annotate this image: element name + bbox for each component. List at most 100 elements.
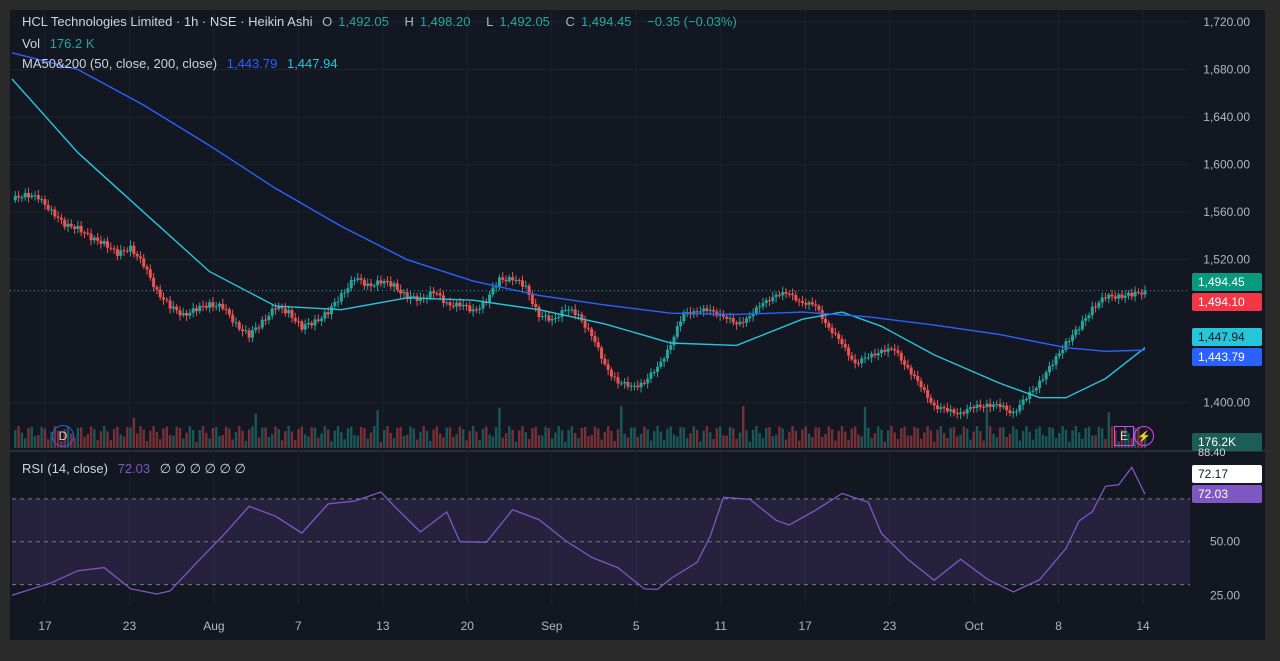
last-price-badge: 1,494.45 (1192, 273, 1262, 291)
volume-bar (1018, 440, 1022, 448)
candle-body (695, 311, 699, 313)
volume-bar (83, 436, 86, 448)
price-axis[interactable]: 1,720.00 1,680.00 1,640.00 1,600.00 1,560.00… (1203, 15, 1250, 602)
split-marker[interactable]: ⚡ (1134, 426, 1154, 446)
volume-bar (903, 426, 906, 448)
candle-body (639, 382, 643, 388)
candle-body (227, 309, 231, 315)
volume-bar (1051, 427, 1054, 448)
volume-bar (755, 426, 758, 448)
volume-bar (919, 438, 923, 448)
candle-body (998, 403, 1002, 408)
volume-bar (952, 427, 956, 448)
candle-body (369, 283, 373, 287)
volume-bar (1114, 430, 1117, 448)
rsi-label[interactable]: RSI (14, close) (22, 461, 108, 476)
volume-bar (37, 435, 40, 448)
candle-body (903, 360, 907, 365)
symbol-legend[interactable]: HCL Technologies Limited · 1h · NSE · He… (22, 14, 743, 29)
candle-body (521, 280, 525, 287)
volume-bar (722, 435, 725, 448)
high-label: H (404, 14, 414, 29)
candle-body (534, 303, 538, 308)
volume-bar (962, 426, 966, 448)
ma200-value: 1,443.79 (226, 56, 278, 71)
volume-bar (679, 427, 682, 448)
volume-bar (550, 438, 554, 448)
moving-averages (10, 52, 1190, 399)
volume-bar (824, 433, 827, 448)
volume-bar (353, 435, 356, 448)
volume-legend[interactable]: Vol 176.2 K (22, 36, 101, 51)
volume-bar (129, 427, 132, 448)
candle-body (632, 385, 636, 387)
volume-bar (175, 426, 178, 448)
ma-legend[interactable]: MA50&200 (50, close, 200, close) 1,443.7… (22, 56, 344, 71)
volume-bar (336, 426, 340, 448)
volume-bar (238, 426, 241, 448)
time-axis[interactable]: 17 23 Aug 7 13 20 Sep 5 11 17 23 Oct 8 14 (38, 619, 1150, 633)
candle-body (955, 413, 959, 415)
candle-body (112, 248, 116, 250)
candle-body (283, 308, 287, 314)
symbol-title[interactable]: HCL Technologies Limited · 1h · NSE · He… (22, 14, 313, 29)
candle-body (870, 353, 874, 358)
candle-body (800, 301, 804, 303)
candle-body (603, 358, 607, 365)
candle-body (949, 409, 953, 412)
ma-label[interactable]: MA50&200 (50, close, 200, close) (22, 56, 218, 71)
time-tick-label: 13 (376, 619, 390, 633)
volume-bar (415, 439, 419, 448)
candle-body (247, 330, 251, 338)
volume-bar (554, 432, 557, 448)
dividend-marker[interactable]: D (52, 425, 74, 447)
volume-bar (646, 429, 649, 448)
candle-body (563, 309, 567, 311)
volume-bar (560, 430, 564, 448)
candle-body (893, 348, 897, 351)
volume-bar (1087, 426, 1091, 448)
candle-body (662, 358, 666, 362)
volume-bar (682, 427, 686, 448)
rsi-legend[interactable]: RSI (14, close) 72.03 ∅ ∅ ∅ ∅ ∅ ∅ (22, 461, 252, 477)
candle-body (138, 256, 142, 259)
candle-body (30, 195, 34, 198)
volume-bar (307, 436, 310, 448)
volume-bar (201, 426, 205, 448)
candle-body (754, 307, 758, 314)
volume-bar (511, 429, 514, 448)
candle-body (402, 292, 406, 294)
earnings-marker[interactable]: E (1114, 426, 1134, 446)
candle-body (596, 342, 600, 348)
volume-bar (620, 406, 623, 448)
candle-body (777, 294, 781, 296)
volume-bar (666, 428, 669, 448)
volume-bar (231, 439, 234, 448)
volume-bar (251, 426, 254, 448)
candle-body (876, 353, 880, 356)
time-tick-label: 17 (798, 619, 812, 633)
candle-body (306, 322, 310, 325)
high-value: 1,498.20 (419, 14, 471, 29)
volume-bar (699, 441, 702, 448)
volume-bar (247, 429, 251, 448)
volume-bar (103, 426, 106, 448)
candle-body (198, 305, 202, 312)
volume-bar (1084, 428, 1087, 448)
rsi-line (11, 466, 1146, 596)
candles (13, 187, 1147, 419)
volume-bar (1008, 433, 1012, 448)
volume-bar (119, 434, 122, 448)
volume-bar (1117, 441, 1120, 448)
volume-bar (577, 438, 580, 448)
candle-body (965, 409, 969, 414)
candle-body (303, 324, 307, 330)
volume-bar (728, 426, 732, 448)
volume-label[interactable]: Vol (22, 36, 41, 51)
candle-body (952, 409, 956, 414)
volume-bar (429, 440, 432, 448)
candle-body (399, 289, 403, 294)
candle-body (580, 314, 584, 321)
